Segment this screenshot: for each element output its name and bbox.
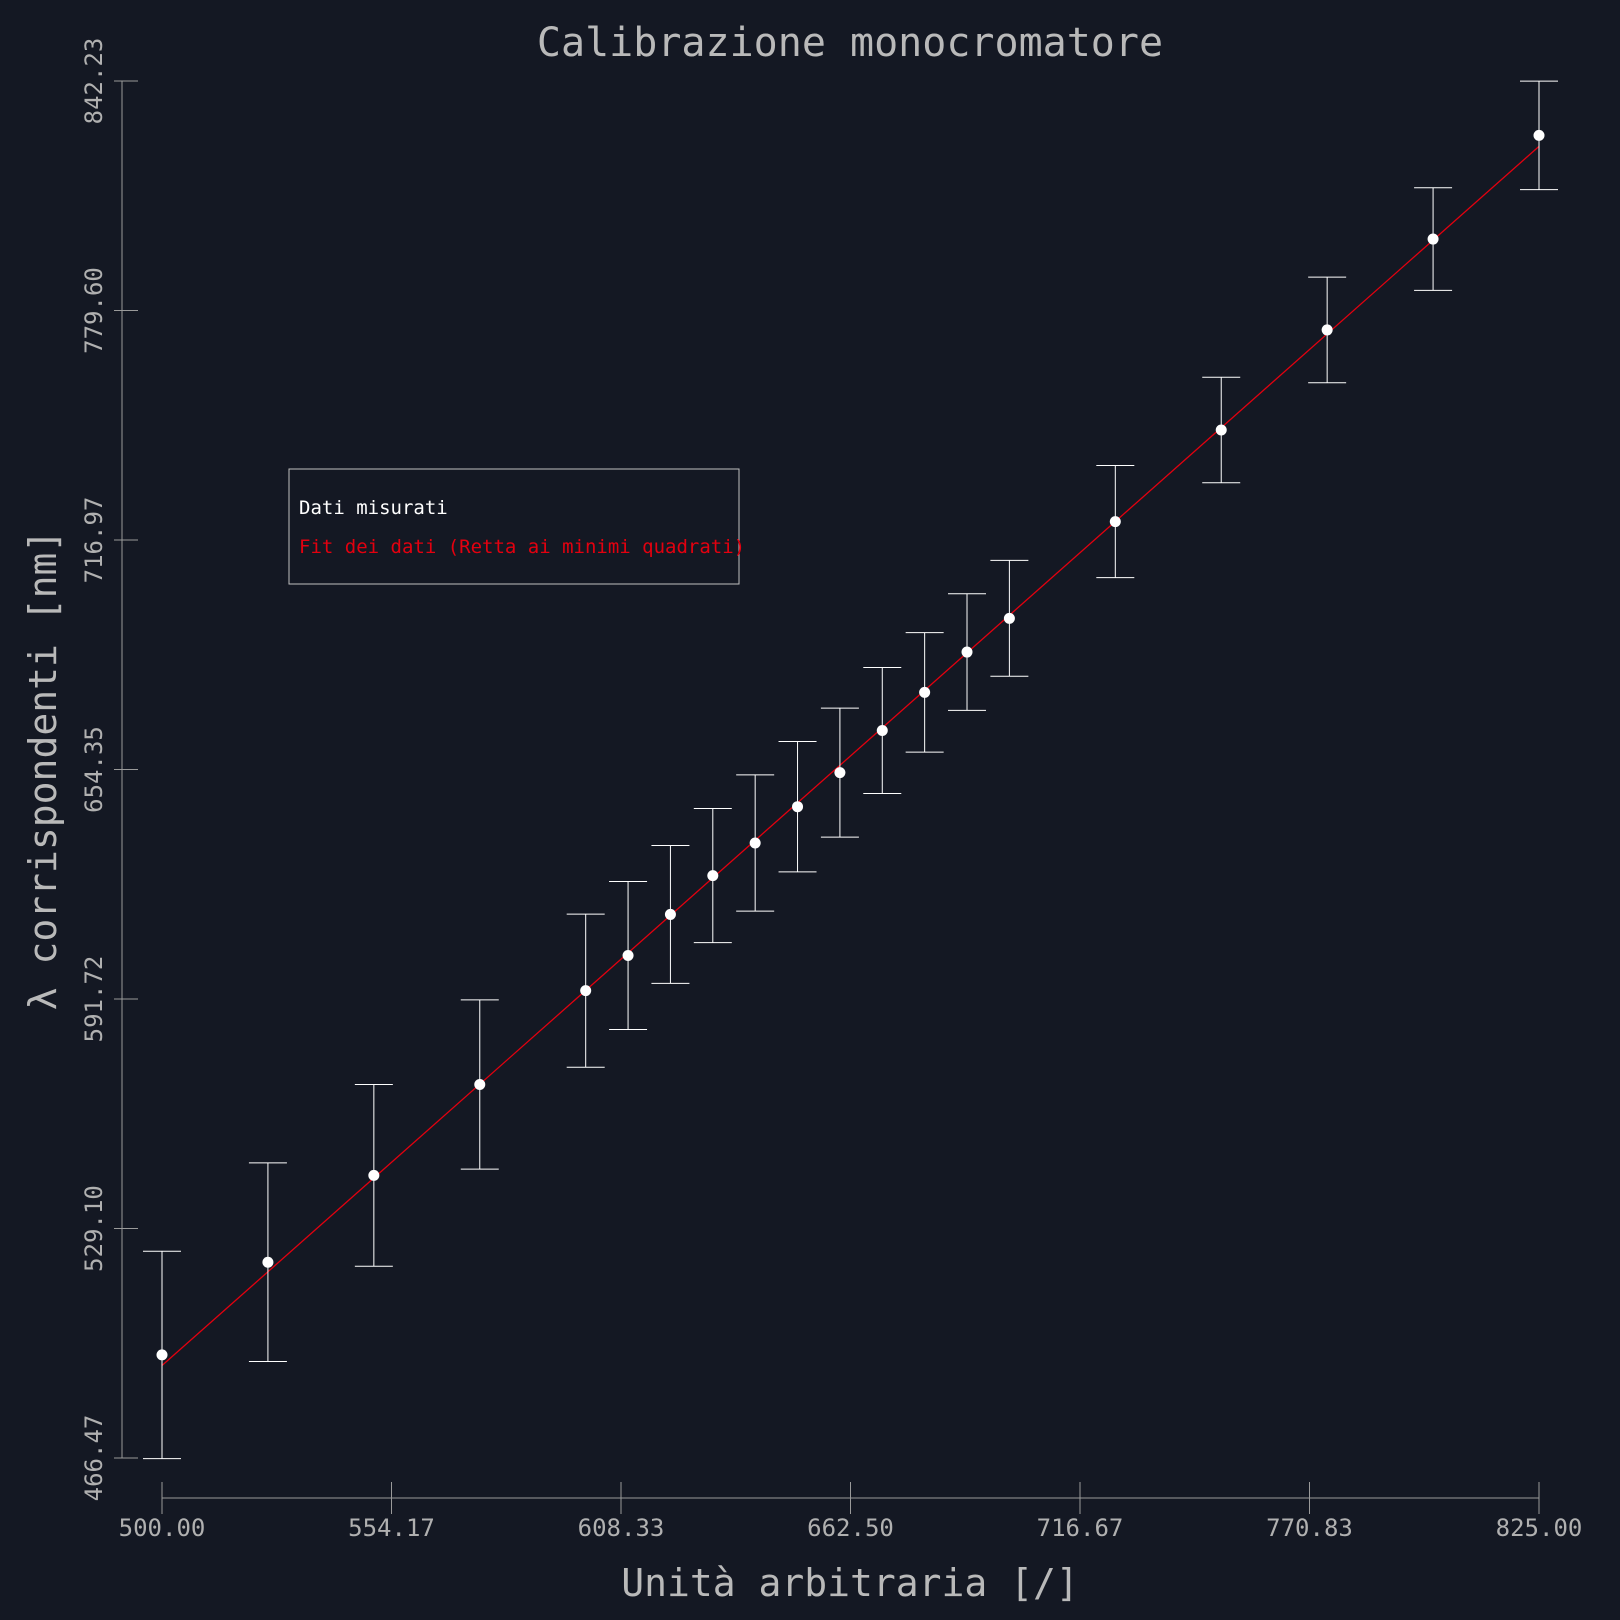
x-axis-label: Unità arbitraria [/]	[621, 1561, 1079, 1605]
data-marker	[262, 1256, 274, 1268]
data-point	[778, 740, 817, 873]
chart-title: Calibrazione monocromatore	[537, 20, 1163, 66]
x-tick-label: 608.33	[578, 1514, 665, 1542]
data-marker	[580, 985, 592, 997]
data-marker	[1533, 129, 1545, 141]
data-point	[143, 1250, 181, 1460]
data-point	[863, 666, 902, 795]
data-point	[1520, 80, 1558, 191]
y-tick-label: 842.23	[80, 38, 108, 125]
data-point	[566, 913, 605, 1068]
fit-layer	[161, 145, 1540, 1367]
x-tick-label: 825.00	[1496, 1514, 1583, 1542]
data-marker	[622, 949, 634, 961]
data-marker	[749, 837, 761, 849]
data-point	[1202, 376, 1241, 484]
data-points-layer	[143, 80, 1558, 1460]
data-marker	[156, 1349, 168, 1361]
data-point	[693, 808, 732, 944]
data-marker	[961, 646, 973, 658]
data-marker	[792, 801, 804, 813]
data-point	[948, 593, 987, 711]
y-tick-label: 654.35	[80, 726, 108, 813]
data-marker	[368, 1169, 380, 1181]
legend-item-measured: Dati misurati	[299, 497, 448, 519]
data-marker	[1003, 612, 1015, 624]
data-marker	[1215, 424, 1227, 436]
data-point	[248, 1162, 287, 1363]
x-tick-label: 554.17	[348, 1514, 435, 1542]
data-point	[609, 880, 648, 1031]
legend-item-fit: Fit dei dati (Retta ai minimi quadrati)	[299, 536, 745, 558]
axes: 466.47 529.10 591.72 654.35 716.97 779.60 842.…	[80, 38, 1582, 1542]
y-tick-label: 529.10	[80, 1185, 108, 1272]
data-point	[354, 1083, 393, 1267]
x-tick-label: 500.00	[119, 1514, 206, 1542]
x-tick-label: 662.50	[807, 1514, 894, 1542]
data-marker	[834, 767, 846, 779]
data-marker	[664, 908, 676, 920]
data-point	[736, 774, 775, 912]
data-point	[1308, 276, 1347, 384]
legend: Dati misurati Fit dei dati (Retta ai min…	[288, 468, 745, 585]
data-point	[460, 999, 499, 1170]
data-marker	[707, 870, 719, 882]
data-marker	[1427, 233, 1439, 245]
x-tick-label: 716.67	[1037, 1514, 1124, 1542]
data-point	[1414, 187, 1453, 291]
x-tick-label: 770.83	[1266, 1514, 1353, 1542]
data-point	[820, 707, 859, 838]
data-marker	[919, 686, 931, 698]
data-marker	[1109, 516, 1121, 528]
legend-box	[288, 468, 740, 585]
fit-line	[161, 145, 1540, 1367]
y-tick-label: 466.47	[80, 1415, 108, 1502]
data-marker	[1321, 324, 1333, 336]
data-point	[990, 559, 1029, 677]
y-axis-label: λ corrispondenti [nm]	[21, 530, 65, 1010]
data-marker	[876, 724, 888, 736]
data-point	[1096, 465, 1135, 579]
data-point	[905, 632, 944, 753]
y-tick-label: 779.60	[80, 267, 108, 354]
y-tick-label: 716.97	[80, 497, 108, 584]
data-marker	[474, 1078, 486, 1090]
y-tick-label: 591.72	[80, 956, 108, 1043]
data-point	[651, 845, 690, 984]
